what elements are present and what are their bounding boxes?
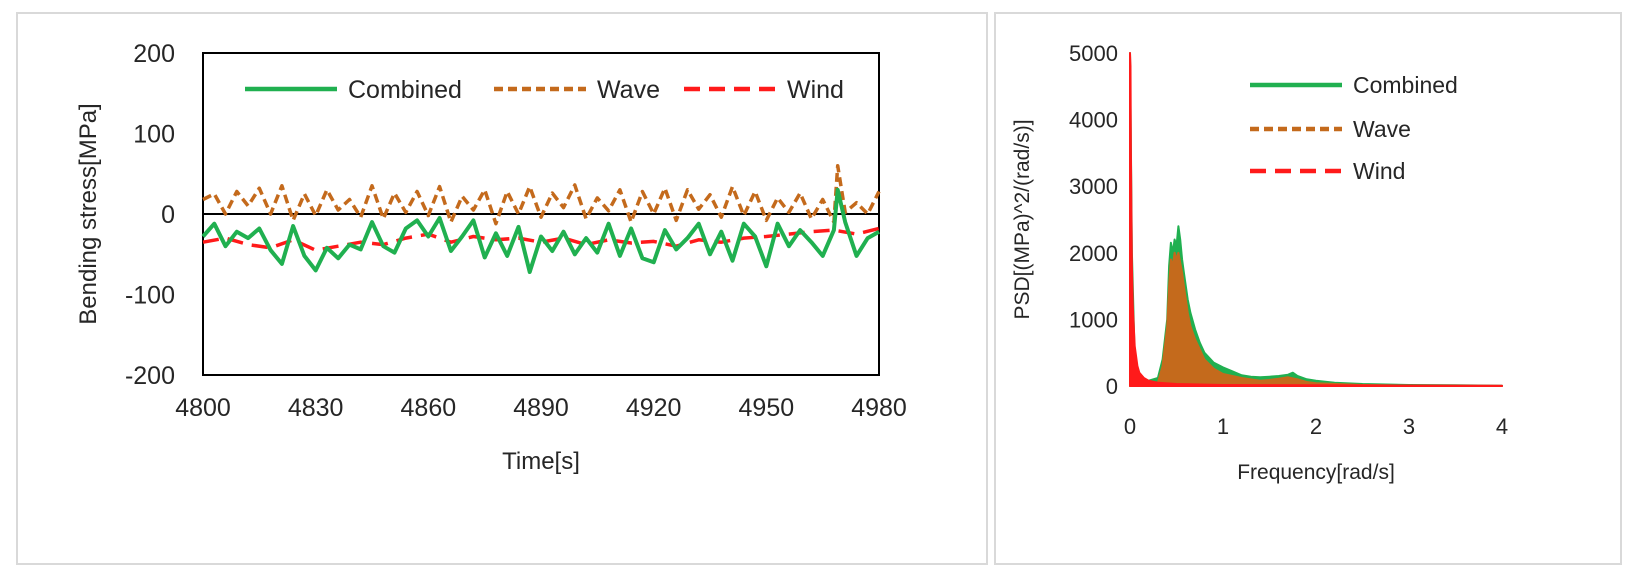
- legend-label-wind: Wind: [1353, 158, 1405, 184]
- x-tick-label: 2: [1310, 414, 1322, 439]
- series-wave-line: [202, 163, 881, 226]
- y-tick-label: 4000: [1069, 108, 1118, 133]
- series-wave-area: [1129, 251, 1503, 387]
- legend-label-combined: Combined: [348, 76, 462, 104]
- x-tick-label: 4890: [513, 394, 569, 422]
- y-tick-label: 100: [133, 121, 175, 149]
- legend-label-wave: Wave: [1353, 116, 1411, 142]
- legend-label-wind: Wind: [787, 76, 844, 104]
- psd-panel: 0 1000 2000 3000 4000 5000 0 1 2 3 4 Frequency[rad/…: [994, 12, 1622, 565]
- x-tick-label: 0: [1124, 414, 1136, 439]
- x-tick-label: 4980: [851, 394, 907, 422]
- x-tick-label: 4800: [175, 394, 231, 422]
- time-series-chart: -200 -100 0 100 200 4800 4830 4860 4890 4920 4950 4…: [75, 40, 907, 475]
- x-tick-label: 4920: [626, 394, 682, 422]
- x-tick-label: 1: [1217, 414, 1229, 439]
- x-axis-title: Time[s]: [502, 448, 580, 475]
- y-tick-label: 200: [133, 40, 175, 68]
- y-tick-label: -200: [125, 362, 175, 390]
- psd-chart: 0 1000 2000 3000 4000 5000 0 1 2 3 4 Frequency[rad/…: [1011, 41, 1508, 484]
- legend-label-wave: Wave: [597, 76, 660, 104]
- x-tick-label: 3: [1403, 414, 1415, 439]
- series-wind-area: [1129, 52, 1503, 387]
- y-tick-label: 0: [1106, 374, 1118, 399]
- x-tick-label: 4860: [401, 394, 457, 422]
- x-axis-title: Frequency[rad/s]: [1237, 461, 1395, 484]
- x-tick-label: 4: [1496, 414, 1508, 439]
- y-tick-label: 1000: [1069, 307, 1118, 332]
- y-tick-label: -100: [125, 282, 175, 310]
- y-axis-title: Bending stress[MPa]: [75, 103, 102, 324]
- y-tick-label: 3000: [1069, 174, 1118, 199]
- series-wind-line: [202, 226, 880, 252]
- y-axis-title: PSD[(MPa)^2/(rad/s)]: [1011, 119, 1034, 319]
- x-tick-label: 4950: [739, 394, 795, 422]
- time-series-panel: -200 -100 0 100 200 4800 4830 4860 4890 4920 4950 4…: [16, 12, 988, 565]
- y-tick-label: 5000: [1069, 41, 1118, 66]
- legend-label-combined: Combined: [1353, 72, 1458, 98]
- series-combined-line: [201, 187, 880, 274]
- x-tick-label: 4830: [288, 394, 344, 422]
- y-tick-label: 2000: [1069, 241, 1118, 266]
- y-tick-label: 0: [161, 201, 175, 229]
